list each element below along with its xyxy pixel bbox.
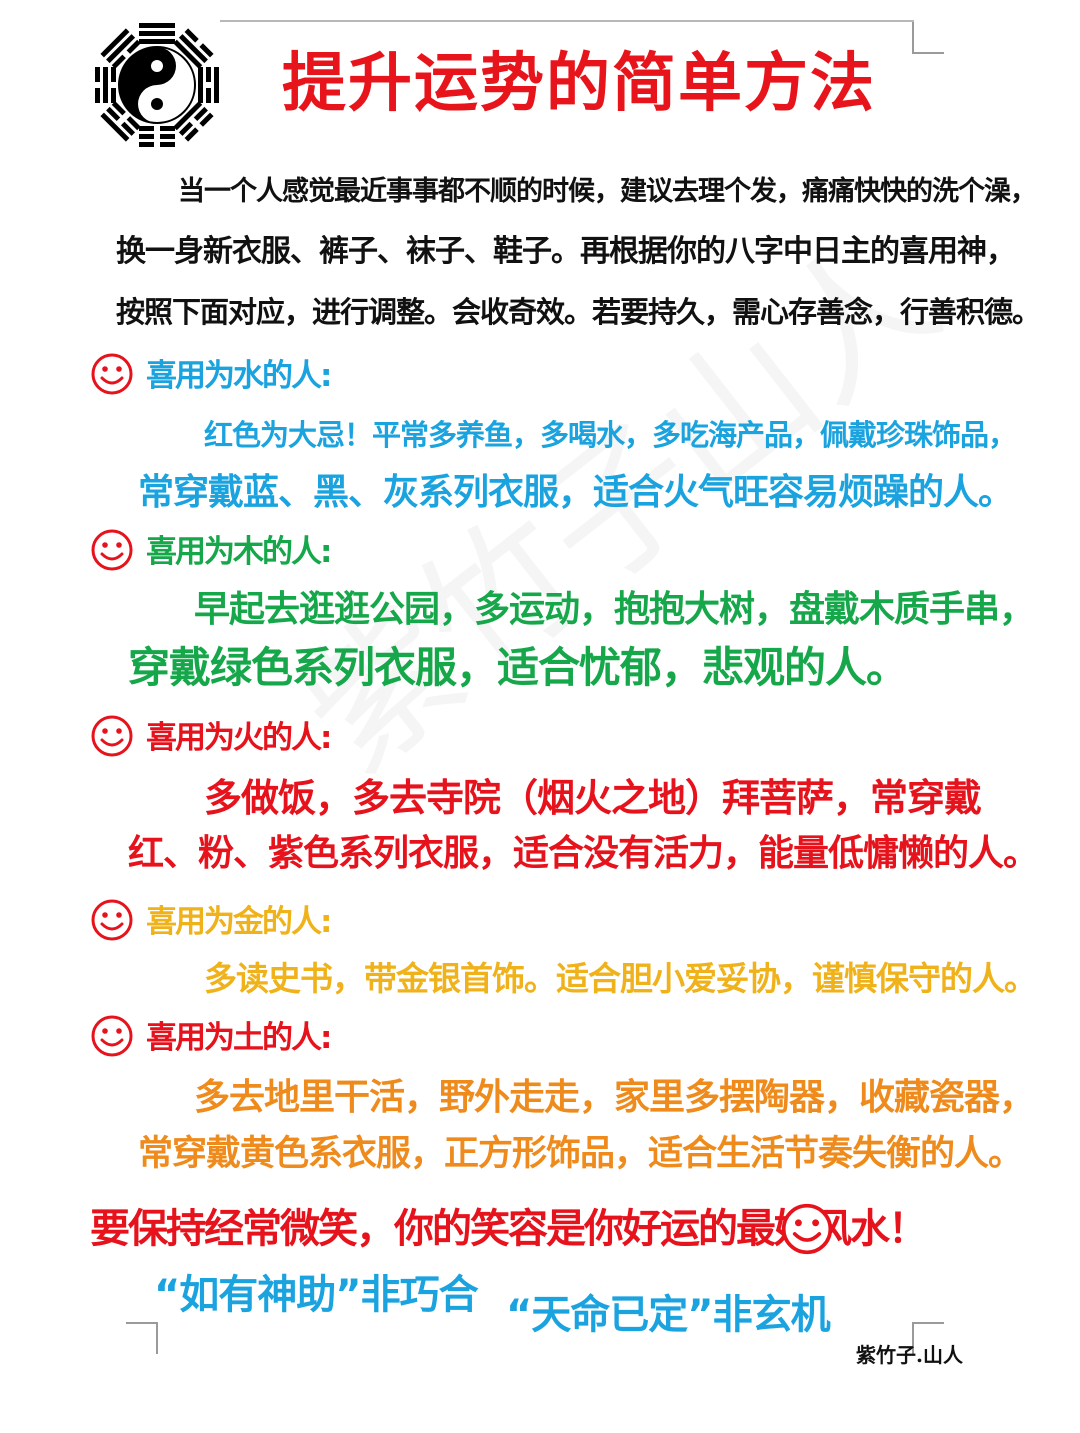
intro-line-1: 当一个人感觉最近事事都不顺的时候，建议去理个发，痛痛快快的洗个澡， <box>178 176 1037 207</box>
section-wood-line-1: 早起去逛逛公园，多运动，抱抱大树，盘戴木质手串， <box>194 589 1035 630</box>
section-water-line-2: 常穿戴蓝、黑、灰系列衣服，适合火气旺容易烦躁的人。 <box>138 472 1014 513</box>
smiley-face-icon <box>91 1015 133 1057</box>
smiley-face-icon <box>91 529 133 571</box>
page-title: 提升运势的简单方法 <box>282 47 876 121</box>
smiley-face-icon <box>91 353 133 395</box>
section-heading-fire: 喜用为火的人: <box>146 720 332 756</box>
slogan-right: “天命已定”非玄机 <box>506 1292 831 1338</box>
author-signature: 紫竹子.山人 <box>856 1343 963 1367</box>
section-heading-water: 喜用为水的人: <box>146 358 332 394</box>
section-heading-earth: 喜用为土的人: <box>146 1020 332 1056</box>
crop-mark-top-right <box>912 22 944 54</box>
section-heading-wood: 喜用为木的人: <box>146 534 332 570</box>
crop-mark-bottom-left <box>126 1322 158 1354</box>
crop-mark-bottom-right <box>912 1322 944 1354</box>
section-wood-line-2: 穿戴绿色系列衣服，适合忧郁，悲观的人。 <box>128 643 908 692</box>
section-heading-metal: 喜用为金的人: <box>146 904 332 940</box>
section-metal-line-1: 多读史书，带金银首饰。适合胆小爱妥协，谨慎保守的人。 <box>204 959 1037 998</box>
section-fire-line-1: 多做饭，多去寺院（烟火之地）拜菩萨，常穿戴 <box>204 776 982 820</box>
slogan-left: “如有神助”非巧合 <box>154 1272 479 1318</box>
smiley-face-icon <box>91 715 133 757</box>
smiley-face-icon <box>781 1203 833 1255</box>
yin-yang-bagua-icon <box>95 23 219 147</box>
section-earth-line-2: 常穿戴黄色系衣服，正方形饰品，适合生活节奏失衡的人。 <box>138 1134 1023 1174</box>
intro-line-3: 按照下面对应，进行调整。会收奇效。若要持久，需心存善念，行善积德。 <box>116 295 1041 329</box>
section-earth-line-1: 多去地里干活，野外走走，家里多摆陶器，收藏瓷器， <box>194 1077 1035 1118</box>
smiley-face-icon <box>91 899 133 941</box>
section-fire-line-2: 红、粉、紫色系列衣服，适合没有活力，能量低慵懒的人。 <box>128 833 1039 874</box>
page-top-border <box>220 20 914 22</box>
section-water-line-1: 红色为大忌！平常多养鱼，多喝水，多吃海产品，佩戴珍珠饰品， <box>204 418 1017 452</box>
intro-line-2: 换一身新衣服、裤子、袜子、鞋子。再根据你的八字中日主的喜用神， <box>116 234 1016 269</box>
